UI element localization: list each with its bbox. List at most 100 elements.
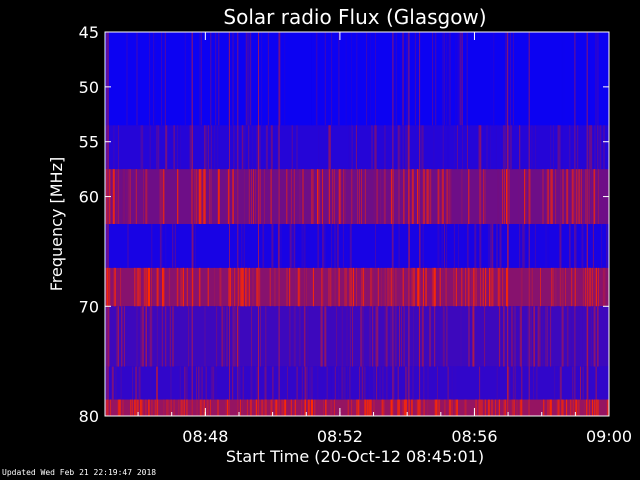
emission-line bbox=[204, 306, 206, 367]
emission-line bbox=[597, 306, 599, 367]
emission-line bbox=[148, 306, 150, 367]
emission-line bbox=[111, 366, 114, 400]
emission-line bbox=[580, 366, 581, 400]
burst-line bbox=[237, 32, 239, 416]
emission-line bbox=[349, 306, 351, 367]
emission-line bbox=[369, 306, 371, 367]
emission-line bbox=[487, 399, 490, 416]
emission-line bbox=[232, 169, 234, 224]
emission-line bbox=[330, 366, 332, 400]
emission-line bbox=[180, 399, 182, 416]
emission-line bbox=[455, 267, 457, 307]
emission-line bbox=[287, 366, 288, 400]
emission-line bbox=[411, 169, 414, 224]
emission-line bbox=[475, 399, 477, 416]
emission-line bbox=[322, 267, 324, 307]
emission-line bbox=[461, 169, 463, 224]
emission-line bbox=[120, 267, 122, 307]
emission-line bbox=[248, 267, 250, 307]
emission-line bbox=[390, 267, 392, 307]
emission-line bbox=[165, 224, 167, 268]
emission-line bbox=[320, 306, 322, 367]
emission-line bbox=[549, 399, 551, 416]
emission-line bbox=[292, 224, 294, 268]
emission-line bbox=[391, 399, 393, 416]
emission-line bbox=[482, 267, 484, 307]
emission-line bbox=[597, 306, 598, 367]
emission-line bbox=[576, 169, 578, 224]
emission-line bbox=[402, 267, 404, 307]
emission-line bbox=[281, 399, 283, 416]
emission-line bbox=[252, 125, 254, 170]
emission-line bbox=[447, 125, 449, 170]
emission-line bbox=[151, 306, 153, 367]
emission-line bbox=[374, 169, 377, 224]
emission-line bbox=[366, 399, 368, 416]
emission-line bbox=[181, 399, 184, 416]
emission-line bbox=[232, 366, 234, 400]
emission-line bbox=[222, 306, 224, 367]
emission-line bbox=[553, 125, 554, 170]
emission-line bbox=[238, 267, 240, 307]
emission-line bbox=[334, 366, 336, 400]
emission-line bbox=[317, 169, 318, 224]
emission-line bbox=[214, 125, 216, 170]
emission-line bbox=[190, 267, 192, 307]
emission-line bbox=[322, 169, 324, 224]
emission-line bbox=[176, 267, 178, 307]
emission-line bbox=[439, 399, 441, 416]
emission-line bbox=[157, 399, 159, 416]
emission-line bbox=[513, 399, 515, 416]
emission-line bbox=[170, 306, 171, 367]
emission-line bbox=[251, 169, 252, 224]
emission-line bbox=[351, 169, 353, 224]
emission-line bbox=[364, 169, 366, 224]
emission-line bbox=[145, 399, 147, 416]
emission-line bbox=[221, 306, 223, 367]
emission-line bbox=[556, 399, 559, 416]
emission-line bbox=[112, 169, 115, 224]
emission-line bbox=[134, 169, 136, 224]
emission-line bbox=[203, 169, 206, 224]
emission-line bbox=[189, 125, 192, 170]
burst-line bbox=[392, 32, 394, 416]
emission-line bbox=[341, 306, 343, 367]
emission-line bbox=[547, 399, 549, 416]
emission-line bbox=[529, 267, 531, 307]
emission-line bbox=[196, 366, 197, 400]
emission-line bbox=[246, 399, 248, 416]
emission-line bbox=[127, 169, 129, 224]
emission-line bbox=[192, 224, 194, 268]
emission-line bbox=[345, 267, 347, 307]
emission-line bbox=[317, 366, 319, 400]
emission-line bbox=[169, 169, 171, 224]
emission-line bbox=[561, 125, 563, 170]
emission-line bbox=[445, 267, 447, 307]
emission-line bbox=[153, 32, 156, 126]
emission-line bbox=[388, 267, 390, 307]
emission-line bbox=[524, 169, 526, 224]
burst-line bbox=[528, 32, 530, 416]
emission-line bbox=[149, 125, 151, 170]
emission-line bbox=[166, 399, 169, 416]
emission-line bbox=[165, 125, 168, 170]
emission-line bbox=[512, 32, 514, 126]
emission-line bbox=[508, 125, 509, 170]
emission-line bbox=[562, 399, 564, 416]
emission-line bbox=[383, 169, 386, 224]
emission-line bbox=[324, 32, 326, 126]
emission-line bbox=[474, 224, 477, 268]
emission-line bbox=[399, 306, 400, 367]
plot-area bbox=[105, 32, 609, 416]
emission-lines bbox=[106, 32, 609, 416]
emission-line bbox=[423, 366, 425, 400]
emission-line bbox=[467, 125, 468, 170]
emission-line bbox=[143, 399, 144, 416]
emission-line bbox=[144, 267, 146, 307]
emission-line bbox=[495, 125, 497, 170]
emission-line bbox=[523, 224, 525, 268]
emission-line bbox=[143, 169, 145, 224]
emission-line bbox=[215, 32, 217, 126]
emission-line bbox=[569, 125, 571, 170]
emission-line bbox=[595, 399, 598, 416]
